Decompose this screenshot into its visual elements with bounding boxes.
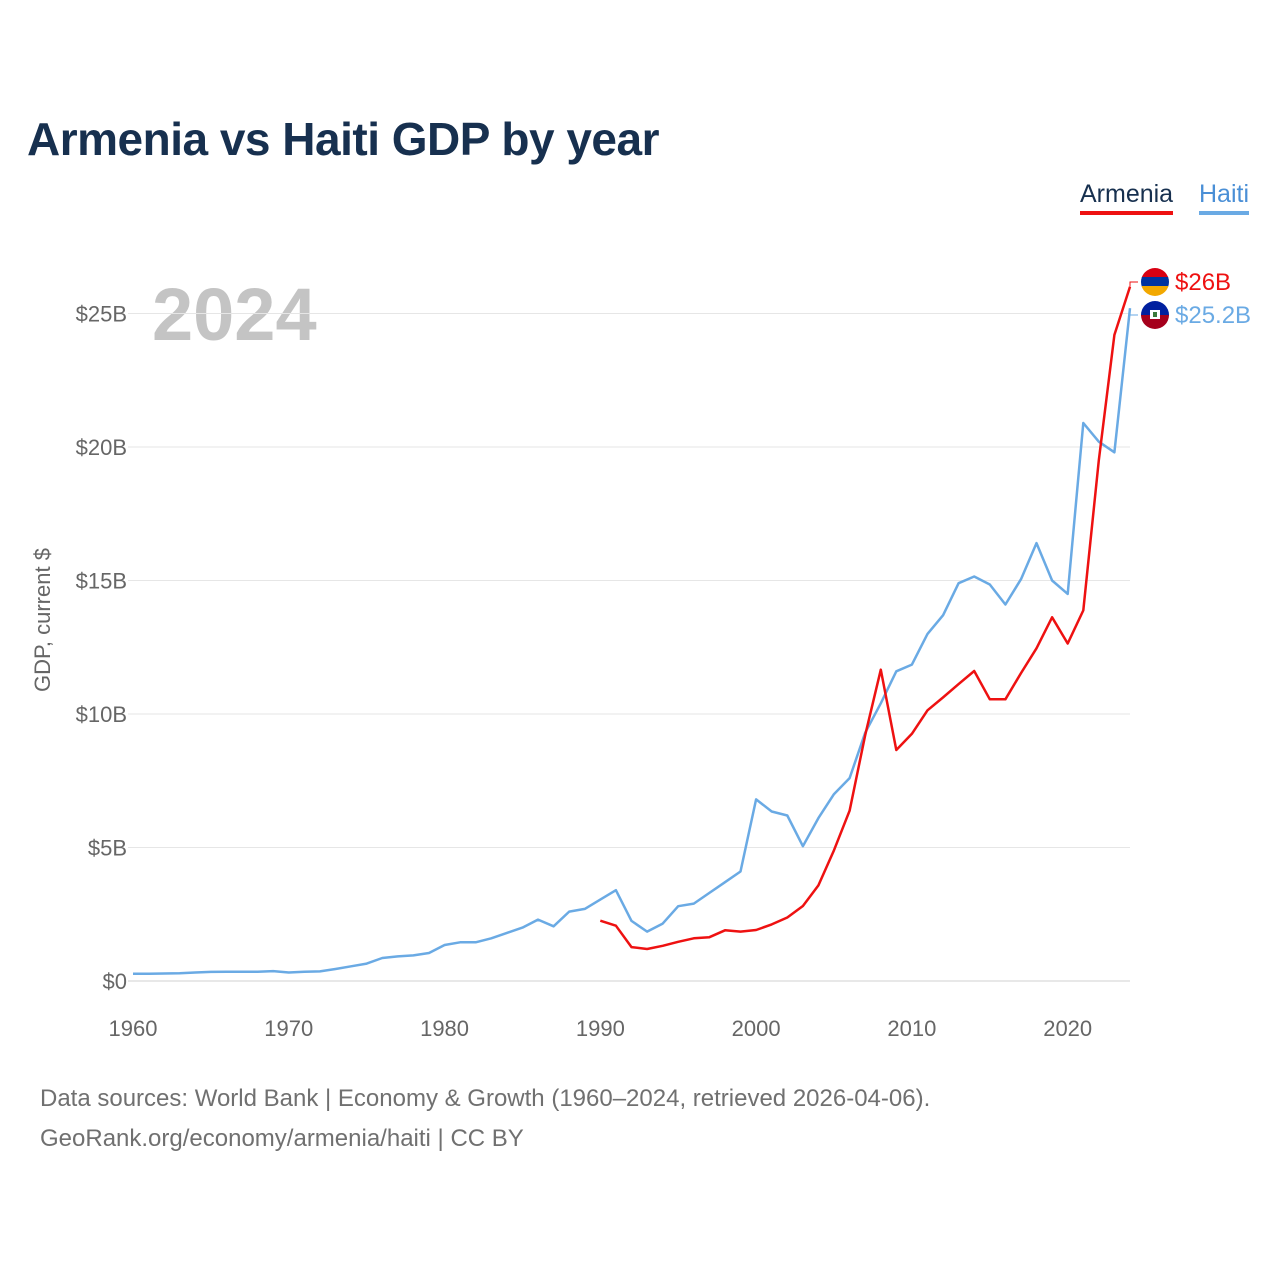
footer-credit[interactable]: GeoRank.org/economy/armenia/haiti | CC B… (40, 1125, 524, 1152)
chart-title: Armenia vs Haiti GDP by year (27, 113, 660, 165)
x-tick-label: 2000 (732, 1016, 781, 1041)
series-line-armenia[interactable] (599, 286, 1132, 951)
end-connector (1129, 281, 1138, 287)
x-tick-label: 1970 (264, 1016, 313, 1041)
series-line-haiti[interactable] (133, 308, 1132, 976)
x-tick-label: 1960 (109, 1016, 158, 1041)
y-tick-label: $0 (103, 969, 127, 994)
end-label-haiti: $25.2B (1175, 302, 1251, 329)
y-axis-label: GDP, current $ (30, 548, 55, 692)
footer-source: Data sources: World Bank | Economy & Gro… (40, 1085, 931, 1112)
legend-haiti[interactable]: Haiti (1199, 180, 1250, 215)
y-tick-label: $5B (88, 836, 127, 861)
haiti-flag-icon (1141, 301, 1169, 329)
end-connector (1129, 308, 1138, 316)
x-tick-label: 2010 (887, 1016, 936, 1041)
y-tick-label: $25B (76, 302, 127, 327)
end-label-armenia: $26B (1175, 269, 1231, 296)
x-tick-label: 1980 (420, 1016, 469, 1041)
y-tick-label: $10B (76, 702, 127, 727)
armenia-flag-icon (1141, 268, 1169, 296)
x-tick-label: 2020 (1043, 1016, 1092, 1041)
year-watermark: 2024 (152, 273, 317, 356)
x-tick-label: 1990 (576, 1016, 625, 1041)
y-tick-label: $20B (76, 435, 127, 460)
legend-armenia[interactable]: Armenia (1080, 180, 1174, 215)
y-tick-label: $15B (76, 569, 127, 594)
